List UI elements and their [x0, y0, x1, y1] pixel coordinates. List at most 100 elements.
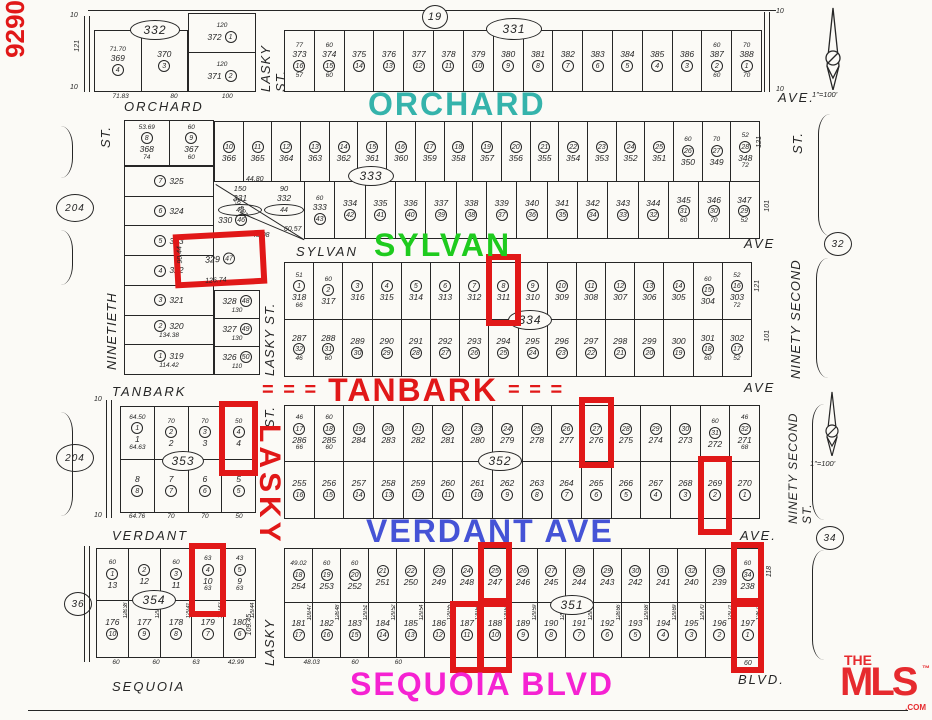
lot-307: 12 307	[605, 263, 634, 319]
lot-circle: 16	[320, 628, 333, 641]
lot-circle: 31	[657, 564, 670, 577]
overlay-lasky: LASKY	[253, 424, 286, 546]
dim-tick: 121	[756, 136, 763, 148]
lot-number: 330	[218, 215, 233, 225]
lot-number: 344	[646, 198, 661, 209]
lot-number: 282	[411, 434, 426, 445]
lot-number: 285	[321, 434, 337, 445]
lot-circle: 12	[412, 59, 425, 72]
lot-circle: 12	[614, 280, 627, 293]
dim: 51	[295, 271, 303, 279]
lot-circle: 13	[382, 488, 395, 501]
lot-number: 274	[648, 434, 663, 445]
lot-333: 60 333 43	[305, 182, 334, 238]
lot-circle: 3	[154, 294, 167, 307]
ref-circle-34: 34	[816, 526, 844, 550]
lot-341: 341 35	[546, 182, 577, 238]
lot-number: 312	[467, 292, 482, 303]
lot-number: 278	[529, 434, 544, 445]
lot-number: 369	[110, 53, 125, 63]
lot-number: 294	[496, 336, 511, 347]
lot-circle: 12	[412, 488, 425, 501]
street-label-blvd: BLVD.	[738, 672, 785, 687]
dim: 70	[742, 41, 751, 49]
lot-circle: 13	[382, 59, 395, 72]
lot-number: 12	[139, 575, 149, 586]
lot-number: 323	[169, 235, 184, 246]
overlay-orchard: ORCHARD	[368, 86, 546, 122]
dim: 49.02	[290, 560, 307, 567]
dim: 68	[741, 444, 749, 452]
lot-number: 297	[583, 336, 599, 347]
dim-cell: 48.03	[290, 659, 333, 667]
lot-4: 50 4 4	[219, 401, 258, 476]
lot-number: 11	[171, 579, 181, 590]
north-arrow-icon	[818, 6, 848, 95]
dim-tick: 10	[776, 8, 784, 15]
lot-number: 364	[279, 152, 294, 163]
lot-number: 259	[411, 478, 426, 489]
lot-295: 295 24	[517, 320, 547, 376]
dim: 70	[712, 136, 721, 143]
lot-367: 60 9 367 60	[168, 121, 214, 165]
lot-circle: 20	[382, 422, 395, 435]
lot-circle: 10	[106, 627, 119, 640]
dim: 43	[235, 555, 244, 563]
lot-circle: 23	[471, 422, 484, 435]
lot-338: 338 38	[455, 182, 486, 238]
lot-circle: 25	[497, 346, 510, 359]
lot-257: 257 14	[343, 462, 373, 518]
dim: 60	[325, 71, 333, 79]
lot-circle: 1	[224, 30, 237, 43]
lot-288: 288 31 60	[313, 320, 342, 376]
lot-circle: 28	[573, 564, 586, 577]
lot-300: 300 19	[663, 320, 692, 376]
lot-321: 3 321	[125, 284, 213, 315]
lot-circle: 9	[526, 280, 539, 293]
dim: 63	[192, 659, 200, 666]
dim-cell: 42.99	[216, 659, 256, 667]
dim: 60	[351, 560, 359, 567]
dim: 150	[233, 184, 247, 193]
dim: 50	[235, 417, 243, 425]
lot-number: 375	[351, 49, 367, 60]
dim: 60	[112, 659, 120, 666]
lot-circle: 13	[308, 140, 321, 153]
dim: 60	[351, 659, 359, 666]
dim: 72	[733, 301, 741, 309]
lot-377: 377 12	[403, 31, 433, 91]
lot-circle: 7	[165, 484, 178, 497]
lot-number: 385	[650, 49, 665, 60]
dim: 60	[713, 71, 721, 79]
lot-351: 25 351	[644, 122, 673, 181]
lot-186: 186 12 129.55	[424, 603, 453, 657]
block-354-bottom-dims: 60 60 63 42.99	[96, 659, 256, 667]
lot-255: 255 16	[285, 462, 314, 518]
dim: 42.99	[227, 659, 245, 666]
lot-293: 293 26	[459, 320, 488, 376]
lot-circle: 1	[741, 628, 754, 641]
lot-circle: 50	[239, 350, 252, 363]
block-352-bottom-lots: 255 16 256 15 257 14 258 13 259 12 260 11 261 10 262 9 2…	[284, 456, 760, 535]
lot-circle: 6	[590, 488, 603, 501]
lot-number: 268	[678, 478, 693, 489]
lot-323: 5 323	[125, 225, 213, 255]
lot-number: 351	[652, 152, 667, 163]
lot-circle: 1	[154, 349, 167, 362]
street-label-tanbark: TANBARK	[112, 384, 187, 399]
lot-number: 298	[613, 336, 628, 347]
lot-circle: 3	[169, 567, 182, 580]
lot-289: 289 30	[342, 320, 371, 376]
dim: 52	[740, 217, 748, 224]
lot-303: 52 16 303 72	[721, 263, 751, 319]
block-353-bottom-dims: 64.76 70 70 50	[120, 513, 256, 521]
lot-number: 7	[168, 474, 174, 485]
street-label-ninetieth: NINETIETH	[104, 292, 119, 370]
lot-number: 256	[321, 478, 337, 489]
lot-280: 23 280	[462, 406, 492, 461]
dim: 52	[733, 355, 741, 362]
street-label-ninety-second: NINETY SECOND	[788, 259, 803, 379]
lot-circle: 30	[679, 422, 692, 435]
lot-circle: 12	[280, 140, 293, 153]
lot-number: 246	[515, 576, 531, 587]
